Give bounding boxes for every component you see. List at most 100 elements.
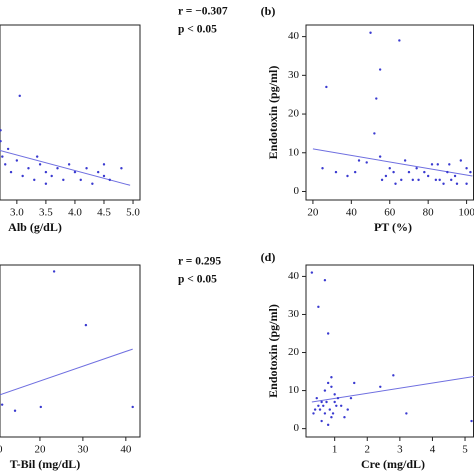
y-axis-label: Endotoxin (pg/ml) [266, 66, 280, 160]
plot-frame [0, 24, 141, 201]
point [38, 163, 42, 166]
point [313, 408, 317, 411]
point [453, 174, 457, 178]
point [379, 385, 382, 388]
point [434, 178, 438, 182]
point [392, 170, 395, 174]
point [96, 170, 100, 174]
point [384, 174, 388, 178]
point [392, 374, 395, 377]
point [415, 167, 418, 170]
point [326, 423, 330, 427]
point [378, 155, 382, 158]
annotation: r = 0.295 [178, 256, 221, 268]
point [450, 178, 453, 182]
point [85, 167, 88, 170]
point [0, 403, 4, 406]
point [310, 271, 314, 274]
point [335, 404, 338, 407]
point [446, 170, 449, 174]
point [388, 167, 391, 170]
point [320, 400, 323, 404]
point [411, 178, 415, 182]
point [315, 396, 318, 400]
point [405, 412, 408, 415]
point [357, 159, 361, 162]
point [321, 167, 324, 170]
point [317, 305, 320, 309]
point [339, 404, 343, 407]
point [322, 404, 325, 407]
point [4, 163, 7, 166]
point [336, 396, 340, 400]
x-axis-label: T-Bil (mg/dL) [10, 457, 81, 471]
annotation: p < 0.05 [178, 24, 217, 36]
point [39, 405, 42, 409]
point [373, 132, 376, 135]
regression-line [311, 375, 474, 403]
regression-line [312, 148, 473, 177]
point [349, 396, 353, 400]
x-tick-label: 5.0 [126, 207, 140, 219]
point [469, 170, 472, 174]
point [330, 416, 333, 419]
y-tick-label: 0 [294, 185, 300, 197]
point [346, 408, 349, 411]
annotation: p < 0.05 [178, 274, 217, 286]
point [120, 167, 123, 170]
x-tick-label: 1 [332, 444, 338, 456]
point [328, 408, 331, 411]
point [91, 182, 94, 185]
plot-frame [305, 264, 474, 438]
x-tick-label: 2 [365, 444, 371, 456]
x-tick-label: 5 [462, 444, 468, 456]
point [13, 409, 17, 412]
y-tick-label: 30 [288, 308, 300, 320]
x-tick-label: 3 [397, 444, 403, 456]
point [403, 159, 407, 162]
point [62, 178, 65, 182]
point [333, 400, 336, 404]
point [375, 97, 378, 100]
point [426, 174, 430, 178]
x-tick-label: 4.0 [68, 207, 82, 219]
point [102, 174, 106, 178]
point [438, 178, 441, 182]
point [50, 174, 53, 178]
point [84, 323, 88, 327]
point [326, 332, 330, 335]
plot-frame [0, 264, 141, 438]
x-axis-label: PT (%) [374, 220, 412, 234]
point [73, 170, 77, 174]
point [330, 376, 333, 379]
point [394, 182, 397, 185]
point [326, 381, 330, 385]
point [318, 408, 322, 411]
point [323, 279, 327, 282]
regression-line [0, 149, 131, 186]
point [353, 381, 356, 385]
point [102, 163, 106, 166]
y-tick-label: 0 [294, 422, 300, 434]
point [312, 412, 315, 415]
point [325, 400, 328, 404]
panel-label: (d) [261, 250, 276, 264]
point [27, 167, 30, 170]
point [334, 170, 338, 174]
point [15, 159, 19, 162]
point [21, 174, 24, 178]
point [56, 167, 59, 170]
x-tick-label: 4 [430, 444, 436, 456]
x-tick-label: 80 [423, 207, 435, 219]
point [323, 412, 327, 415]
point [459, 159, 463, 162]
x-tick-label: 20 [34, 444, 46, 456]
x-tick-label: 60 [384, 207, 396, 219]
panel: 3.0 3.5 4.0 4.5 5.0 Alb (g/dL) r = −0.307 p < 0… [0, 6, 228, 234]
x-tick-label: 20 [307, 207, 319, 219]
point [18, 94, 21, 98]
x-axis-label: Alb (g/dL) [8, 220, 62, 234]
point [131, 405, 134, 409]
point [365, 161, 368, 164]
